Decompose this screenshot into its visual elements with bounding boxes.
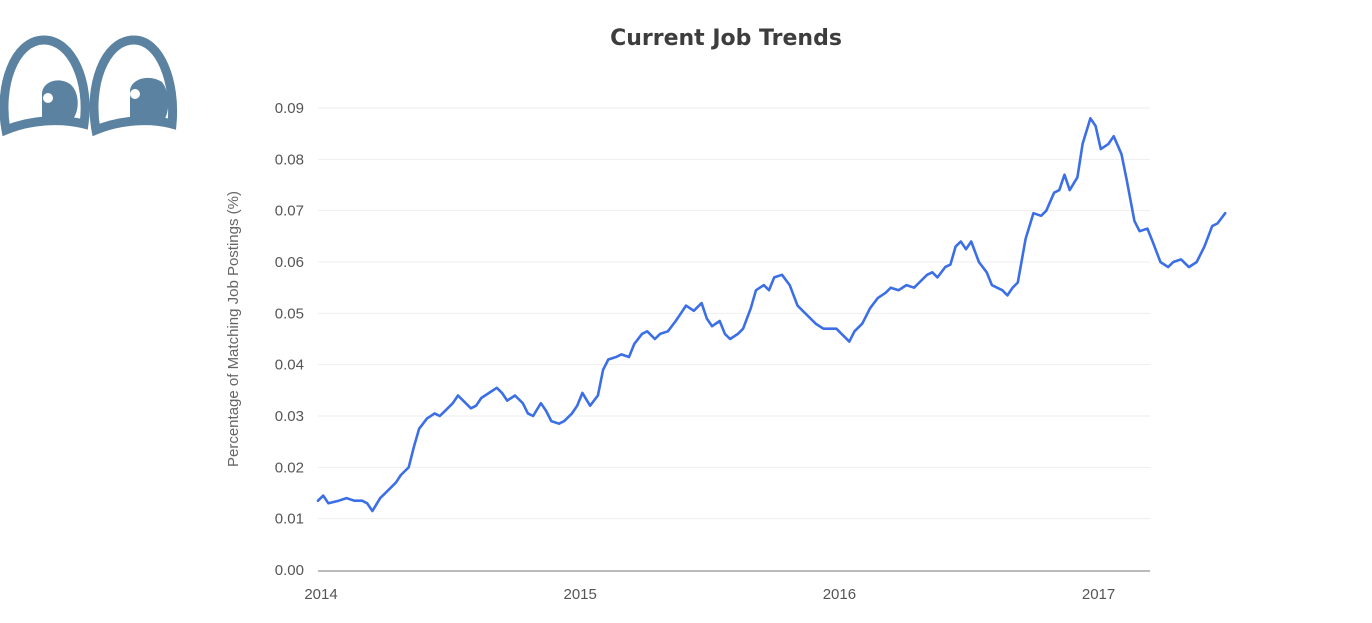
y-axis-label: Percentage of Matching Job Postings (%) [225, 191, 242, 467]
eyes-logo-icon [0, 35, 178, 137]
y-tick-label: 0.07 [275, 203, 304, 220]
series-line [316, 117, 1227, 513]
x-tick-label: 2016 [823, 586, 856, 603]
x-tick-label: 2017 [1082, 586, 1115, 603]
y-tick-label: 0.08 [275, 151, 304, 168]
y-tick-label: 0.04 [275, 357, 304, 374]
x-tick-label: 2014 [304, 586, 337, 603]
y-axis: 0.09 0.08 0.07 0.06 0.05 0.04 0.03 0.02 0.01 0.00 [275, 100, 304, 579]
x-tick-label: 2015 [564, 586, 597, 603]
y-tick-label: 0.09 [275, 100, 304, 117]
y-tick-label: 0.00 [275, 562, 304, 579]
grid [318, 107, 1150, 520]
series [316, 117, 1227, 513]
y-tick-label: 0.01 [275, 511, 304, 528]
y-tick-label: 0.03 [275, 408, 304, 425]
x-axis: 2014 2015 2016 2017 [304, 586, 1115, 603]
y-tick-label: 0.06 [275, 254, 304, 271]
y-tick-label: 0.02 [275, 459, 304, 476]
y-tick-label: 0.05 [275, 305, 304, 322]
chart-title: Current Job Trends [610, 26, 842, 51]
